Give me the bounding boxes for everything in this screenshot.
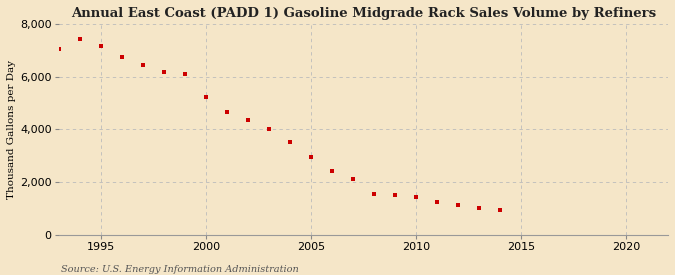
Title: Annual East Coast (PADD 1) Gasoline Midgrade Rack Sales Volume by Refiners: Annual East Coast (PADD 1) Gasoline Midg… — [71, 7, 656, 20]
Text: Source: U.S. Energy Information Administration: Source: U.S. Energy Information Administ… — [61, 265, 298, 274]
Y-axis label: Thousand Gallons per Day: Thousand Gallons per Day — [7, 60, 16, 199]
